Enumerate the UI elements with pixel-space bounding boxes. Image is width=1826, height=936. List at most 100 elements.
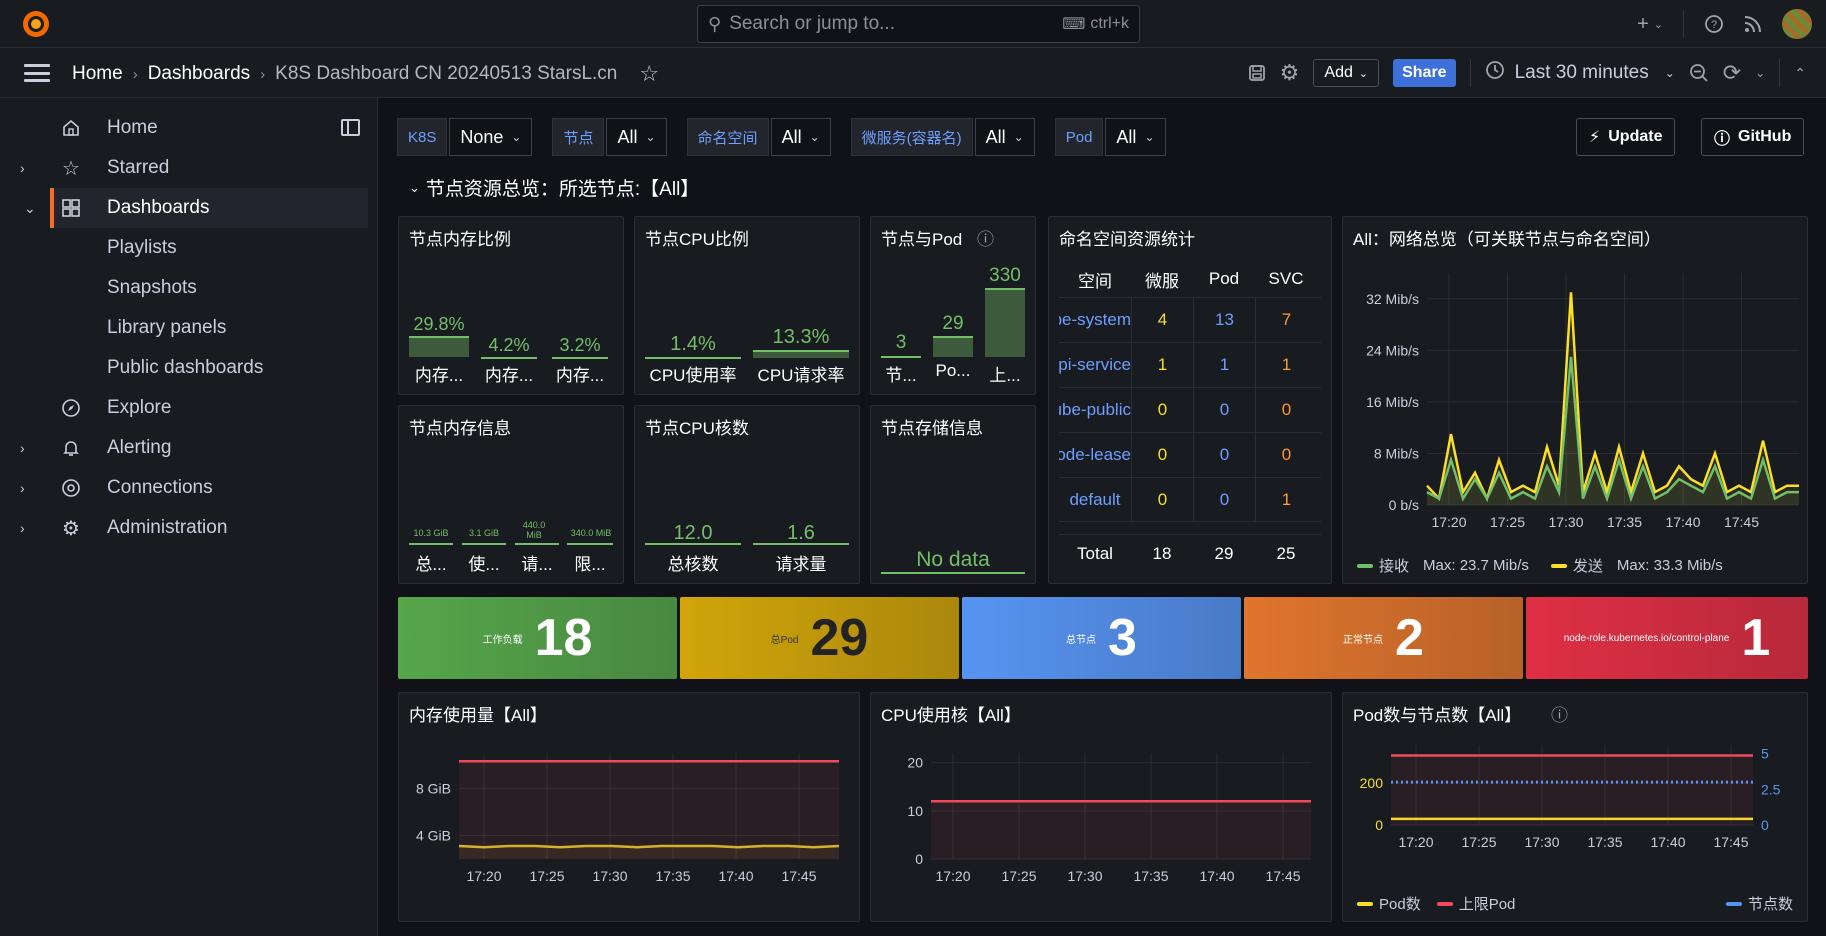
var-select-node[interactable]: All ⌄ — [606, 118, 667, 156]
add-button[interactable]: Add ⌄ — [1313, 59, 1380, 87]
sidebar-item-explore[interactable]: Explore — [0, 388, 370, 428]
table-cell: 1 — [1255, 343, 1317, 387]
legend-label[interactable]: 接收 — [1379, 558, 1410, 575]
table-cell: 4 — [1131, 298, 1193, 342]
gauge-bar — [567, 543, 613, 545]
gauge-label: 使... — [468, 555, 500, 574]
legend-label[interactable]: Pod数 — [1379, 896, 1421, 913]
search-placeholder: Search or jump to... — [729, 13, 895, 34]
panel-node-storage: 节点存储信息 No data — [870, 405, 1036, 584]
table-cell: 0 — [1193, 433, 1255, 477]
x-tick-label: 17:45 — [1265, 868, 1300, 884]
share-button[interactable]: Share — [1393, 59, 1456, 87]
var-select-pod[interactable]: All ⌄ — [1105, 118, 1166, 156]
dock-menu-icon[interactable] — [341, 119, 360, 136]
gauge-value: 29 — [942, 313, 964, 334]
column-header[interactable]: 微服 — [1145, 271, 1179, 291]
gauge-label: CPU请求率 — [757, 366, 845, 385]
var-select-service[interactable]: All ⌄ — [974, 118, 1035, 156]
breadcrumb-dashboards[interactable]: Dashboards — [147, 63, 251, 84]
home-icon — [60, 117, 82, 139]
menu-icon[interactable] — [24, 64, 50, 82]
avatar[interactable] — [1782, 9, 1812, 39]
sidebar-item-library-panels[interactable]: Library panels — [107, 317, 227, 338]
help-icon[interactable]: ? — [1704, 14, 1724, 34]
gauge-label: 请求量 — [775, 555, 827, 574]
table-cell: api-service — [1059, 355, 1131, 374]
chevron-down-icon: ⌄ — [1664, 66, 1675, 80]
gauge-label: 总核数 — [667, 555, 719, 574]
table-cell: 1 — [1255, 478, 1317, 521]
github-link-button[interactable]: ⓘ GitHub — [1701, 118, 1805, 156]
table-row: kube-public 0 0 0 — [1059, 387, 1321, 432]
legend-label[interactable]: 节点数 — [1747, 896, 1793, 913]
column-header[interactable]: SVC — [1268, 269, 1304, 288]
y-tick-label: 24 Mib/s — [1366, 342, 1419, 358]
keyboard-icon: ⌨ — [1062, 16, 1086, 33]
x-tick-label: 17:45 — [1713, 834, 1748, 850]
x-tick-label: 17:45 — [781, 868, 816, 884]
sidebar-item-home[interactable]: Home — [0, 108, 370, 148]
table-cell: 0 — [1131, 478, 1193, 521]
column-header[interactable]: 空间 — [1078, 271, 1112, 291]
y-tick-label: 0 b/s — [1389, 497, 1419, 513]
sidebar-item-playlists[interactable]: Playlists — [107, 237, 177, 258]
chevron-right-icon[interactable]: › — [20, 440, 25, 456]
sidebar-item-connections[interactable]: › Connections — [20, 477, 213, 498]
table-cell: 29 — [1214, 543, 1234, 563]
table-row: default 0 0 1 — [1059, 477, 1321, 522]
refresh-icon[interactable]: ⟳ — [1722, 60, 1742, 85]
gear-icon[interactable]: ⚙ — [1279, 60, 1300, 85]
var-select-namespace[interactable]: All ⌄ — [770, 118, 831, 156]
info-icon[interactable]: ⓘ — [977, 230, 994, 249]
sidebar-item-public-dashboards[interactable]: Public dashboards — [107, 357, 264, 378]
bell-icon — [60, 437, 82, 459]
zoom-out-icon[interactable] — [1689, 63, 1709, 83]
breadcrumb-home[interactable]: Home — [72, 63, 123, 84]
legend-swatch — [1436, 901, 1453, 906]
network-chart: 0 b/s 8 Mib/s 16 Mib/s 24 Mib/s 32 Mib/s 17:2… — [1366, 273, 1799, 530]
chevron-down-icon: ⌄ — [1358, 67, 1369, 80]
grafana-logo-icon[interactable] — [20, 8, 52, 40]
gauge-bar — [881, 356, 921, 358]
search-input[interactable]: ⚲ Search or jump to... ⌨ ctrl+k — [697, 5, 1140, 43]
var-select-k8s[interactable]: None ⌄ — [449, 118, 533, 156]
y-tick-label: 0 — [915, 851, 923, 867]
y-tick-label: 8 Mib/s — [1374, 445, 1419, 461]
chevron-down-icon[interactable]: ⌄ — [1755, 66, 1766, 80]
chevron-right-icon: › — [132, 65, 138, 83]
series-area — [459, 846, 839, 859]
gauge-bar — [933, 337, 973, 357]
save-icon[interactable] — [1248, 64, 1266, 82]
sidebar-item-snapshots[interactable]: Snapshots — [107, 277, 197, 298]
time-range-picker[interactable]: Last 30 minutes ⌄ — [1485, 60, 1675, 86]
gauge-value: 3.1 GiB — [468, 528, 499, 538]
sidebar-item-dashboards[interactable]: ⌄ Dashboards — [24, 188, 368, 228]
legend-label[interactable]: 上限Pod — [1458, 896, 1516, 913]
sidebar-item-alerting[interactable]: › Alerting — [20, 437, 172, 459]
gauge-value: 10.3 GiB — [413, 528, 449, 538]
row-title[interactable]: ⌄ 节点资源总览：所选节点:【All】 — [409, 179, 700, 200]
table-cell: 1 — [1193, 343, 1255, 387]
sidebar-item-administration[interactable]: › ⚙ Administration — [20, 517, 228, 540]
chevron-up-icon[interactable]: ⌃ — [1794, 64, 1806, 81]
table-cell: 0 — [1193, 388, 1255, 432]
chevron-down-icon[interactable]: ⌄ — [24, 199, 36, 216]
chevron-right-icon[interactable]: › — [20, 480, 25, 496]
y2-tick-label: 5 — [1761, 746, 1769, 762]
column-header[interactable]: Pod — [1208, 269, 1240, 288]
breadcrumb: Home › Dashboards › K8S Dashboard CN 202… — [72, 61, 659, 87]
legend-label[interactable]: 发送 — [1572, 558, 1603, 575]
panel-namespace-table: 命名空间资源统计 空间 微服 Pod SVC kube-system 4 13 … — [1048, 216, 1332, 584]
info-icon[interactable]: ⓘ — [1551, 706, 1568, 725]
plus-icon[interactable]: + ⌄ — [1637, 12, 1663, 35]
sidebar-item-starred[interactable]: › ☆ Starred — [20, 157, 170, 180]
chevron-right-icon[interactable]: › — [20, 520, 25, 536]
rss-icon[interactable] — [1744, 15, 1762, 33]
x-tick-label: 17:20 — [1398, 834, 1433, 850]
chevron-right-icon[interactable]: › — [20, 160, 25, 176]
update-link-button[interactable]: ⚡︎ Update — [1576, 118, 1676, 156]
gauge-bar — [552, 357, 608, 359]
gauge-bar — [481, 357, 537, 359]
star-icon[interactable]: ☆ — [639, 61, 660, 86]
